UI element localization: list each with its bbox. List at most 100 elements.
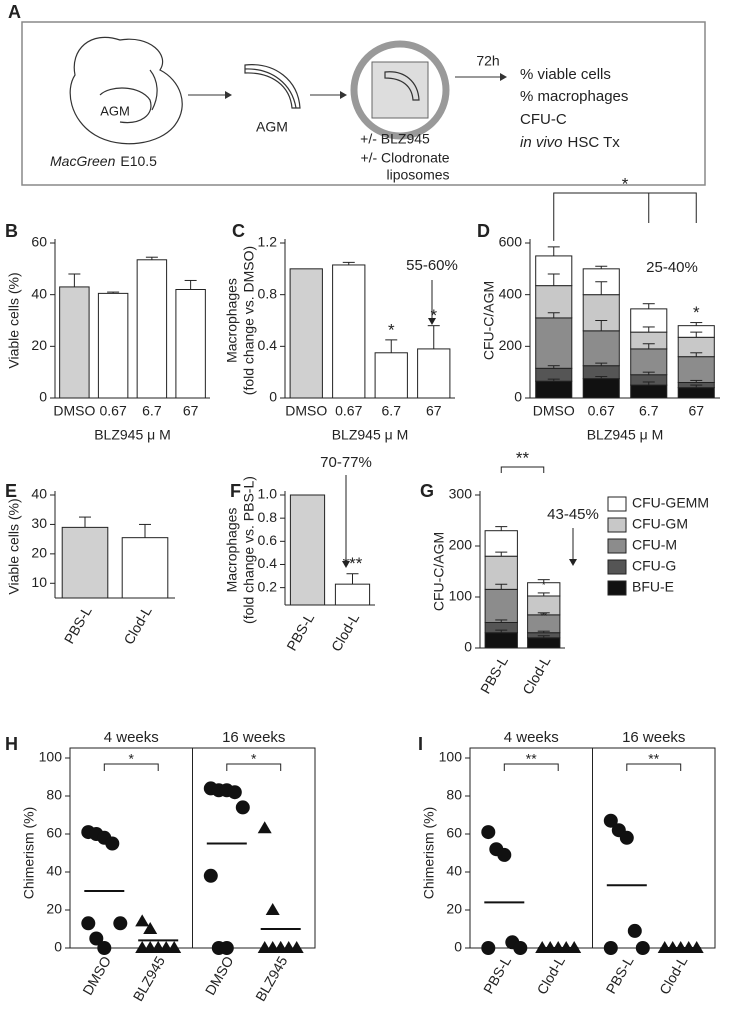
x-axis-label: BLZ945 μ M	[587, 427, 664, 443]
y-axis-label: Viable cells (%)	[6, 272, 22, 368]
arrowhead	[569, 559, 577, 566]
significance-bracket	[503, 763, 559, 771]
embryo	[69, 36, 183, 145]
point	[257, 821, 272, 834]
x-tick-label: 0.67	[335, 403, 362, 419]
x-tick-label: BLZ945	[130, 953, 168, 1004]
y-tick-label: 400	[499, 285, 523, 301]
legend-swatch	[607, 580, 627, 596]
bar	[289, 268, 323, 399]
panel-letter: G	[420, 481, 434, 501]
bar-segment	[527, 637, 561, 649]
bar	[175, 289, 206, 399]
significance-bracket	[103, 763, 159, 771]
x-tick-label: BLZ945	[252, 953, 290, 1004]
legend-swatch	[607, 496, 627, 512]
legend-swatch	[607, 517, 627, 533]
caption: MacGreen E10.5	[50, 153, 157, 169]
panel-letter: C	[232, 221, 245, 241]
y-tick-label: 100	[449, 588, 473, 604]
y-axis-label: CFU-C/AGM	[481, 281, 497, 360]
point	[481, 825, 496, 840]
x-tick-label: 6.7	[382, 403, 402, 419]
agm-tissue	[244, 64, 301, 109]
significance-bracket	[626, 763, 682, 771]
significance: *	[430, 306, 437, 325]
bar	[61, 526, 109, 599]
y-axis-label: (fold change vs. DMSO)	[241, 246, 257, 395]
point	[265, 903, 280, 915]
panel-title: 4 weeks	[104, 729, 159, 746]
x-tick-label: Clod-L	[534, 953, 569, 997]
x-tick-label: DMSO	[202, 953, 237, 997]
arrowhead	[500, 73, 507, 81]
readout: in vivo HSC Tx	[520, 134, 620, 151]
embryo-label: AGM	[100, 103, 130, 118]
x-tick-label: 67	[688, 403, 704, 419]
legend-swatch	[607, 538, 627, 554]
x-tick-label: Clod-L	[656, 953, 691, 997]
y-tick-label: 60	[31, 234, 47, 250]
y-tick-label: 0	[454, 939, 462, 955]
arrowhead	[225, 91, 232, 99]
bar-segment	[630, 384, 668, 399]
x-tick-label: DMSO	[533, 403, 575, 419]
panel-letter: E	[5, 481, 17, 501]
legend-label: CFU-M	[632, 537, 677, 553]
panel-title: 16 weeks	[222, 729, 285, 746]
panel-a: A AGM MacGreen E10.5 AGM +/- BLZ945 +/- C…	[8, 2, 706, 186]
inner-significance: *	[542, 580, 546, 590]
point	[151, 941, 166, 953]
x-tick-label: 6.7	[142, 403, 162, 419]
y-tick-label: 0.8	[258, 285, 278, 301]
change-label: 25-40%	[646, 259, 698, 276]
y-tick-label: 20	[46, 901, 62, 917]
panel-title: 16 weeks	[622, 729, 685, 746]
panel-letter: B	[5, 221, 18, 241]
y-tick-label: 30	[31, 515, 47, 531]
bar-segment	[630, 348, 668, 376]
y-tick-label: 20	[31, 545, 47, 561]
x-axis-label: BLZ945 μ M	[94, 427, 171, 443]
y-tick-label: 20	[446, 901, 462, 917]
point	[89, 931, 104, 946]
point	[627, 923, 642, 938]
x-tick-label: DMSO	[79, 953, 114, 997]
y-tick-label: 300	[449, 486, 473, 502]
x-tick-label: Clod-L	[120, 603, 155, 647]
point	[105, 836, 120, 851]
point	[497, 847, 512, 862]
y-axis-label: (fold change vs. PBS-L)	[241, 476, 257, 624]
point	[143, 922, 158, 934]
legend-label: CFU-G	[632, 558, 676, 574]
legend-label: CFU-GEMM	[632, 495, 709, 511]
point	[619, 830, 634, 845]
x-tick-label: PBS-L	[480, 953, 514, 996]
x-tick-label: PBS-L	[61, 603, 95, 646]
significance: **	[648, 751, 659, 767]
readout: CFU-C	[520, 111, 567, 128]
point	[481, 941, 496, 955]
y-tick-label: 80	[446, 787, 462, 803]
x-tick-label: 67	[426, 403, 442, 419]
y-tick-label: 200	[449, 537, 473, 553]
x-tick-label: 67	[183, 403, 199, 419]
y-tick-label: 600	[499, 234, 523, 250]
bar	[332, 264, 366, 399]
change-label: 55-60%	[406, 257, 458, 274]
point	[227, 785, 242, 800]
x-tick-label: PBS-L	[477, 653, 511, 696]
bar	[136, 259, 168, 399]
readout: % macrophages	[520, 88, 628, 105]
tissue-label: AGM	[256, 119, 288, 135]
point	[135, 914, 150, 927]
caption-italic: MacGreen	[50, 153, 116, 169]
bar-segment	[582, 330, 620, 367]
y-tick-label: 10	[31, 574, 47, 590]
significance: **	[526, 751, 537, 767]
point	[603, 813, 618, 828]
significance: *	[129, 751, 135, 767]
y-tick-label: 0.2	[258, 578, 278, 594]
panel-letter: F	[230, 481, 241, 501]
y-tick-label: 0.8	[258, 509, 278, 525]
